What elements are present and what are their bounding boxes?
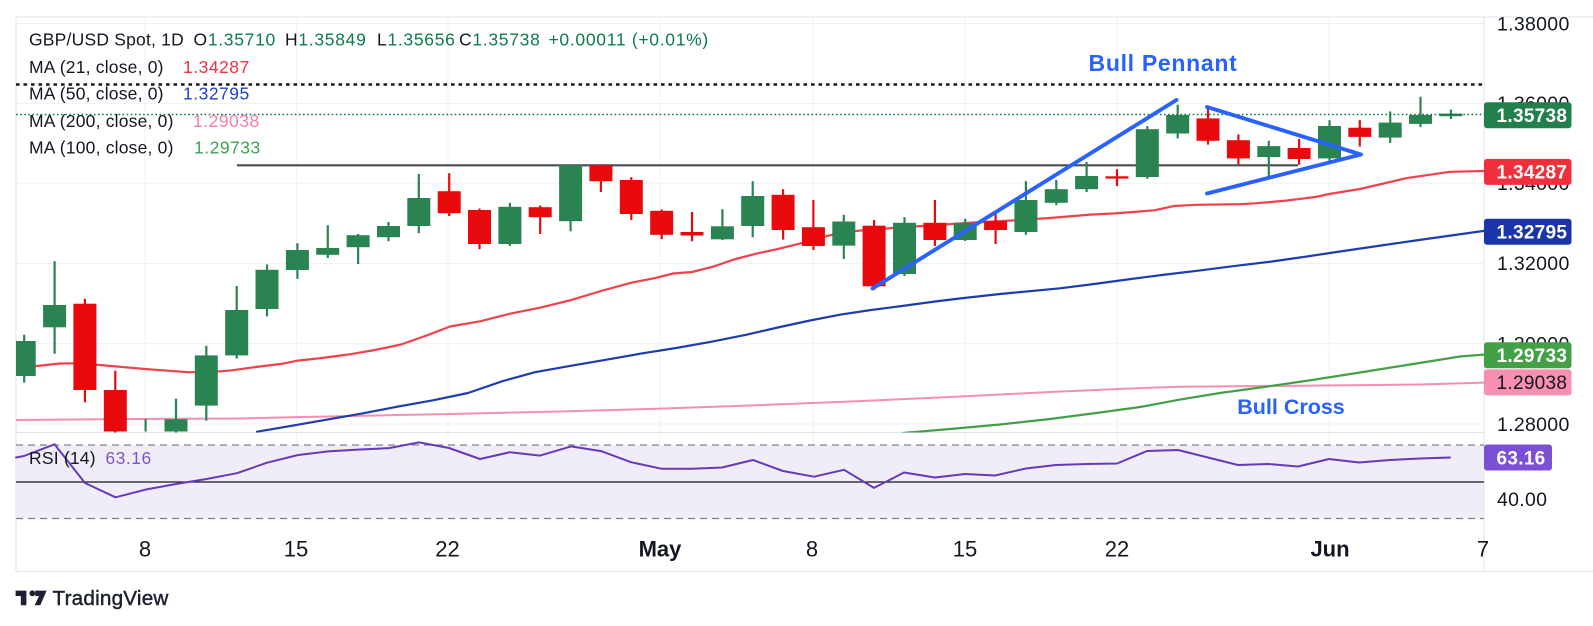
svg-text:40.00: 40.00	[1497, 489, 1547, 511]
svg-text:+0.00011 (+0.01%): +0.00011 (+0.01%)	[549, 30, 709, 50]
svg-text:1.34287: 1.34287	[1497, 163, 1568, 184]
svg-text:1.32795: 1.32795	[183, 84, 250, 104]
svg-text:1.29733: 1.29733	[194, 138, 261, 158]
svg-text:L1.35656: L1.35656	[377, 30, 456, 50]
svg-text:GBP/USD Spot, 1D: GBP/USD Spot, 1D	[29, 30, 184, 50]
svg-text:1.29038: 1.29038	[1497, 373, 1568, 394]
svg-text:1.38000: 1.38000	[1497, 13, 1570, 35]
svg-text:63.16: 63.16	[1497, 448, 1546, 469]
svg-text:8: 8	[806, 537, 818, 562]
svg-text:TradingView: TradingView	[53, 587, 169, 610]
svg-text:22: 22	[435, 537, 459, 562]
svg-text:O1.35710: O1.35710	[194, 30, 276, 50]
svg-text:8: 8	[139, 537, 151, 562]
svg-text:15: 15	[284, 537, 308, 562]
svg-text:MA (200, close, 0): MA (200, close, 0)	[29, 111, 174, 131]
svg-text:1.34287: 1.34287	[183, 57, 250, 77]
svg-text:RSI (14): RSI (14)	[29, 448, 96, 468]
svg-text:Bull Pennant: Bull Pennant	[1089, 50, 1238, 76]
svg-text:1.29733: 1.29733	[1497, 346, 1568, 367]
svg-text:Bull Cross: Bull Cross	[1237, 395, 1345, 419]
svg-text:MA (21, close, 0): MA (21, close, 0)	[29, 57, 164, 77]
svg-text:MA (50, close, 0): MA (50, close, 0)	[29, 84, 164, 104]
svg-text:1.32795: 1.32795	[1497, 223, 1568, 244]
svg-text:C1.35738: C1.35738	[459, 30, 541, 50]
svg-text:H1.35849: H1.35849	[285, 30, 367, 50]
svg-text:Jun: Jun	[1310, 537, 1349, 562]
svg-text:1.35738: 1.35738	[1497, 106, 1568, 127]
svg-text:22: 22	[1105, 537, 1129, 562]
svg-text:7: 7	[1477, 537, 1489, 562]
svg-text:1.28000: 1.28000	[1497, 414, 1570, 436]
svg-text:MA (100, close, 0): MA (100, close, 0)	[29, 138, 174, 158]
svg-text:May: May	[639, 537, 683, 562]
svg-text:1.29038: 1.29038	[193, 111, 260, 131]
svg-text:1.32000: 1.32000	[1497, 253, 1570, 275]
svg-text:63.16: 63.16	[105, 448, 151, 468]
svg-text:15: 15	[953, 537, 977, 562]
